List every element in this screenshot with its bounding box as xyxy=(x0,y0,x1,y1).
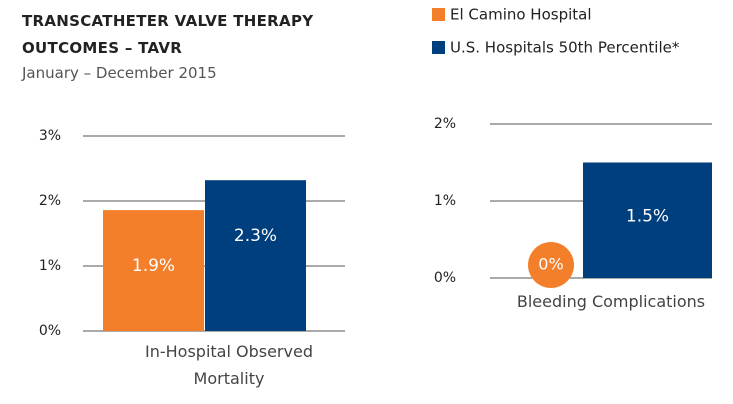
y-tick-label: 1% xyxy=(39,258,61,274)
y-tick-label: 2% xyxy=(39,193,61,209)
x-category-label: Bleeding Complications xyxy=(516,292,706,311)
legend-label: U.S. Hospitals 50th Percentile* xyxy=(450,39,680,57)
y-tick-label: 2% xyxy=(434,116,456,132)
data-label: 0% xyxy=(538,255,563,274)
bar xyxy=(528,242,574,288)
y-tick-label: 3% xyxy=(39,128,61,144)
y-tick-label: 1% xyxy=(434,193,456,209)
data-label: 1.5% xyxy=(626,206,669,226)
data-label: 1.9% xyxy=(132,256,175,276)
data-label: 2.3% xyxy=(234,226,277,246)
legend-swatch xyxy=(432,8,445,21)
bar xyxy=(583,162,712,278)
y-tick-label: 0% xyxy=(39,323,61,339)
x-category-label: In-Hospital Observed Mortality xyxy=(145,342,313,388)
bar xyxy=(205,180,306,331)
bar xyxy=(103,210,204,331)
chart-title: TRANSCATHETER VALVE THERAPY OUTCOMES – T… xyxy=(22,12,314,57)
y-tick-label: 0% xyxy=(434,270,456,286)
legend-swatch xyxy=(432,41,445,54)
legend-label: El Camino Hospital xyxy=(450,6,592,24)
chart-subtitle: January – December 2015 xyxy=(22,64,217,82)
